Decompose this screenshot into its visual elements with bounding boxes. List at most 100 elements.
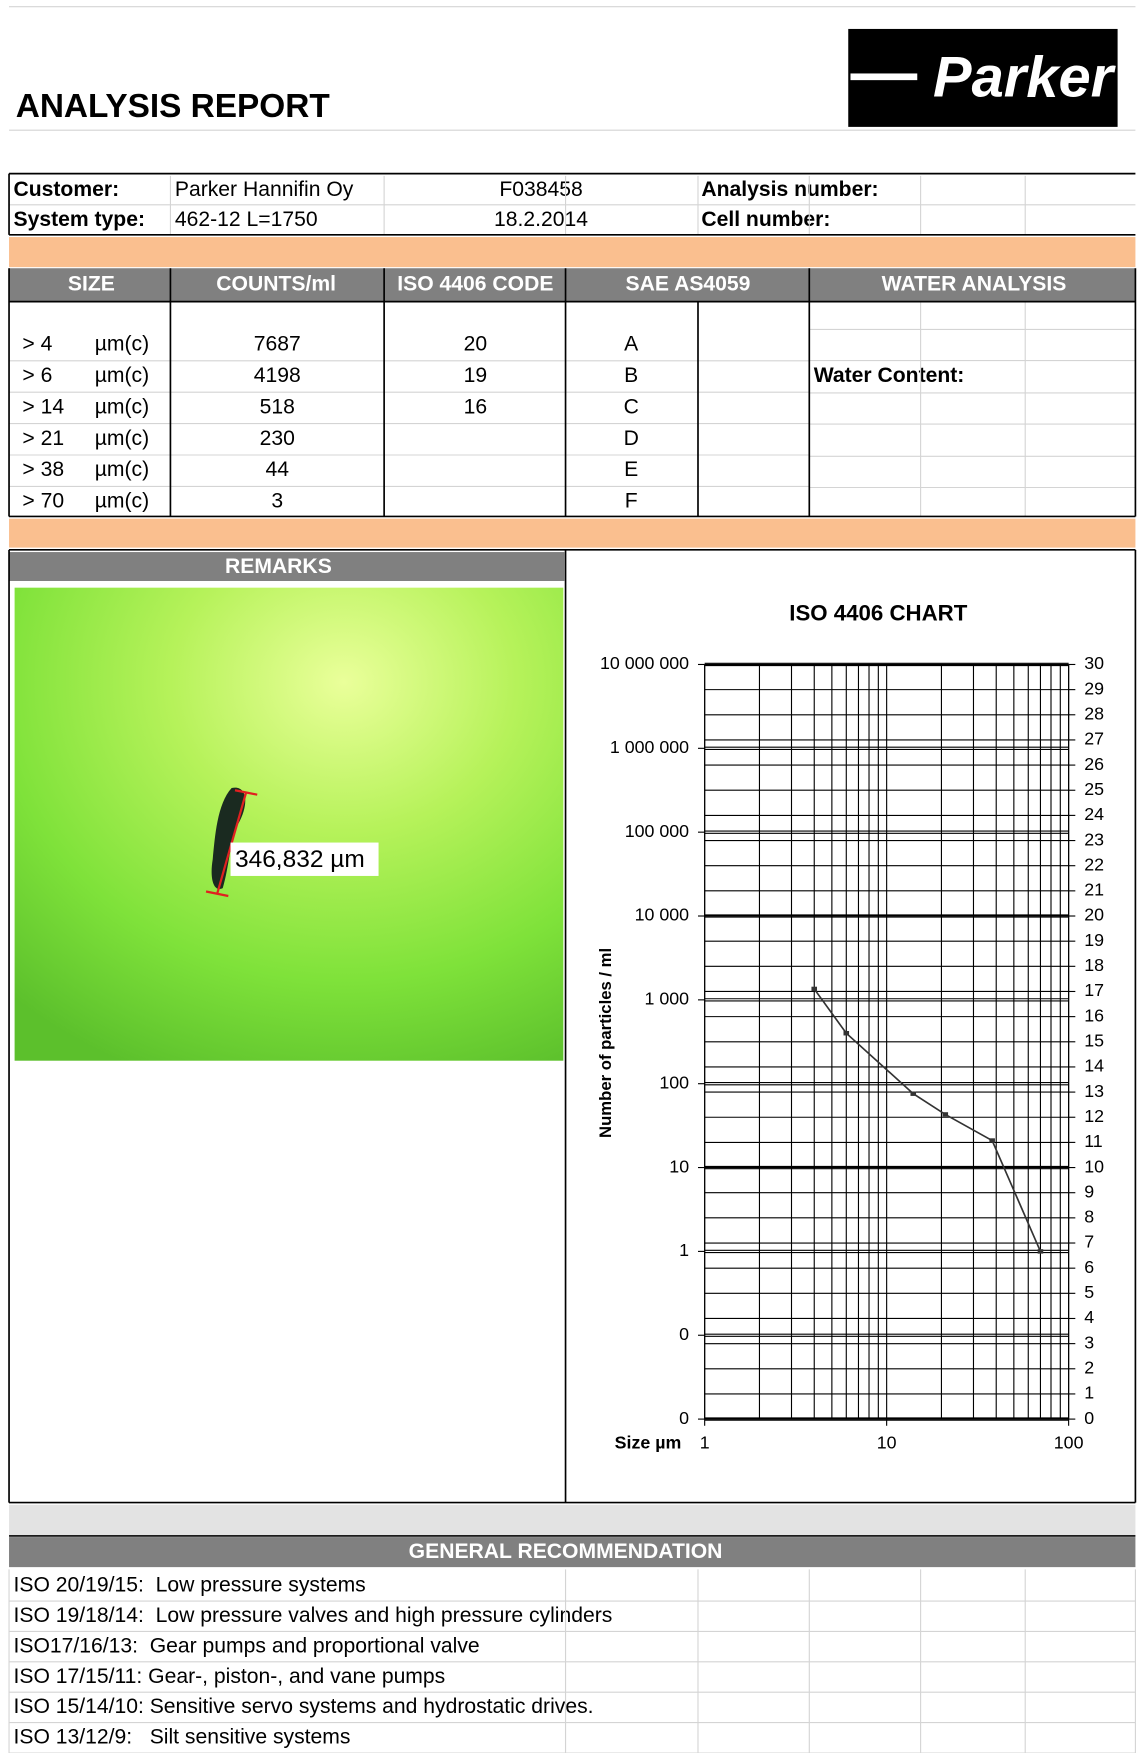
measure-label-bg — [230, 842, 379, 876]
recommendation: ISO 17/15/11: Gear-, piston-, and vane p… — [13, 1665, 445, 1688]
table-cell: D — [624, 427, 639, 450]
x-axis-label: Size µm — [615, 1432, 682, 1452]
y2-tick-label: 21 — [1084, 880, 1104, 900]
measure-cap — [205, 890, 229, 898]
y2-tick-label: 5 — [1084, 1282, 1094, 1302]
table-cell: 16 — [464, 395, 488, 418]
data-line — [813, 988, 1042, 1252]
table-header: SAE AS4059 — [626, 273, 751, 296]
table-cell: 518 — [260, 395, 295, 418]
recommendation: ISO17/16/13: Gear pumps and proportional… — [13, 1634, 479, 1657]
y2-tick-label: 18 — [1084, 955, 1104, 975]
table-cell: 4198 — [254, 364, 301, 387]
table-cell: 44 — [266, 458, 290, 481]
remarks-header-bar — [9, 552, 565, 581]
x-tick-label: 100 — [1054, 1432, 1084, 1452]
table-cell: µm(c) — [95, 395, 149, 418]
table-header: COUNTS/ml — [216, 273, 336, 296]
data-point — [989, 1138, 995, 1143]
info-cell: Parker Hannifin Oy — [175, 178, 354, 201]
y-tick-label: 100 000 — [625, 821, 689, 841]
table-cell: > 21 — [22, 427, 64, 450]
table-cell: 3 — [271, 490, 283, 513]
table-cell: B — [624, 364, 638, 387]
y-tick-label: 100 — [659, 1072, 689, 1092]
table-cell: A — [624, 333, 639, 356]
y-tick-label: 1 — [679, 1240, 689, 1260]
table-cell: > 70 — [22, 490, 64, 513]
measure-cap — [234, 789, 258, 796]
info-cell: Customer: — [13, 178, 119, 201]
y2-tick-label: 28 — [1084, 703, 1104, 723]
recommendation-header-bar — [9, 1537, 1136, 1568]
table-cell: > 4 — [22, 333, 52, 356]
table-cell: 7687 — [254, 333, 301, 356]
logo-bar — [850, 73, 918, 81]
y-tick-label: 0 — [679, 1324, 689, 1344]
y2-tick-label: 24 — [1084, 804, 1104, 824]
info-cell: 462-12 L=1750 — [175, 208, 318, 231]
table-cell: > 38 — [22, 458, 64, 481]
y2-tick-label: 0 — [1084, 1408, 1094, 1428]
y2-tick-label: 25 — [1084, 779, 1104, 799]
data-point — [1037, 1249, 1044, 1254]
orange-band — [9, 518, 1136, 548]
y2-tick-label: 3 — [1084, 1332, 1094, 1352]
report-title: ANALYSIS REPORT — [16, 88, 331, 125]
y2-tick-label: 8 — [1084, 1207, 1094, 1227]
y2-tick-label: 14 — [1084, 1056, 1104, 1076]
x-tick-label: 1 — [700, 1432, 710, 1452]
recommendation: ISO 13/12/9: Silt sensitive systems — [13, 1726, 350, 1749]
y2-tick-label: 23 — [1084, 829, 1104, 849]
table-cell: µm(c) — [95, 458, 149, 481]
info-cell: 18.2.2014 — [494, 208, 588, 231]
y2-tick-label: 10 — [1084, 1156, 1104, 1176]
y2-tick-label: 2 — [1084, 1357, 1094, 1377]
x-tick-label: 10 — [877, 1432, 897, 1452]
table-header: SIZE — [68, 273, 115, 296]
data-point — [942, 1112, 949, 1117]
y2-tick-label: 7 — [1084, 1232, 1094, 1252]
data-point — [910, 1091, 917, 1096]
table-cell: > 6 — [22, 364, 52, 387]
y2-tick-label: 20 — [1084, 905, 1104, 925]
table-cell: E — [624, 458, 638, 481]
y2-tick-label: 16 — [1084, 1005, 1104, 1025]
info-cell: System type: — [13, 208, 145, 231]
y-tick-label: 10 — [669, 1156, 689, 1176]
y2-tick-label: 17 — [1084, 980, 1104, 1000]
data-point — [811, 986, 818, 992]
y-tick-label: 1 000 000 — [610, 737, 689, 757]
info-cell: F038458 — [499, 178, 582, 201]
table-cell: 19 — [464, 364, 488, 387]
table-header-bar — [9, 268, 1136, 302]
measure-label: 346,832 µm — [235, 846, 365, 873]
chart-title: ISO 4406 CHART — [789, 600, 967, 625]
table-cell: 20 — [464, 333, 488, 356]
data-point — [843, 1030, 850, 1036]
y2-tick-label: 30 — [1084, 653, 1104, 673]
y2-tick-label: 9 — [1084, 1181, 1094, 1201]
table-cell: µm(c) — [95, 490, 149, 513]
table-cell: 230 — [260, 427, 295, 450]
grey-band — [9, 1504, 1136, 1536]
info-cell: Analysis number: — [701, 178, 878, 201]
photo-bg — [14, 587, 564, 1061]
logo-text: Parker — [933, 46, 1117, 110]
y-tick-label: 1 000 — [645, 989, 690, 1009]
y2-tick-label: 13 — [1084, 1081, 1104, 1101]
photo: 346,832 µm — [14, 587, 564, 1061]
y2-tick-label: 22 — [1084, 854, 1104, 874]
y2-tick-label: 4 — [1084, 1307, 1094, 1327]
y2-tick-label: 27 — [1084, 729, 1104, 749]
y2-tick-label: 1 — [1084, 1383, 1094, 1403]
table-cell: > 14 — [22, 395, 64, 418]
table-cell: µm(c) — [95, 333, 149, 356]
table-header: WATER ANALYSIS — [882, 273, 1067, 296]
y2-tick-label: 29 — [1084, 678, 1104, 698]
particle — [211, 787, 246, 890]
y2-tick-label: 15 — [1084, 1030, 1104, 1050]
